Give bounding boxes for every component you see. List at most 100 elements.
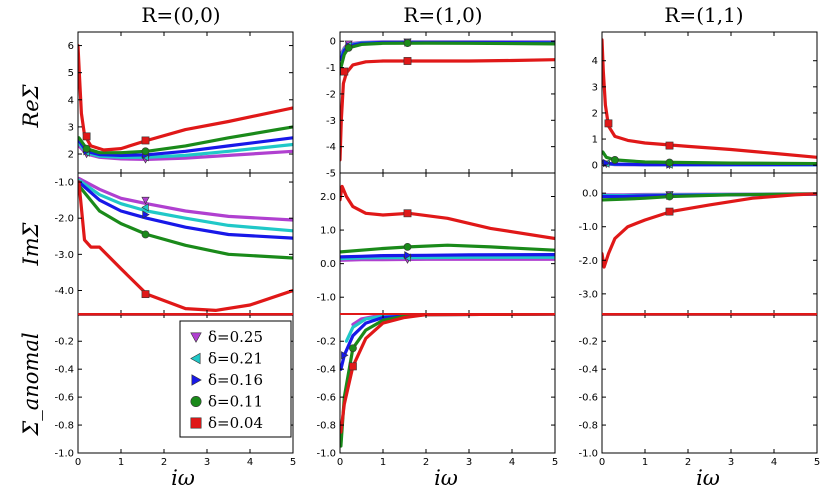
series-line-4 (340, 184, 555, 241)
y-tick-label: 5 (68, 68, 74, 79)
panel-r1-c1: 2.0 1.0 0.0 -1.0 (316, 172, 556, 315)
series-line-3 (602, 192, 817, 202)
y-tick-label: -0.4 (316, 365, 336, 376)
x-tick-label: 3 (728, 457, 734, 468)
data-marker-4 (340, 67, 349, 76)
x-tick-label: 5 (552, 457, 558, 468)
y-tick-label: -0.6 (316, 393, 336, 404)
legend-label-0: δ=0.25 (208, 328, 263, 346)
y-tick-label: -2.0 (578, 256, 598, 267)
data-marker-3 (348, 344, 357, 353)
series-line-3 (340, 41, 555, 70)
y-tick-label: -0.8 (316, 421, 336, 432)
y-tick-label: 6 (68, 41, 74, 52)
x-tick-label: 1 (118, 457, 124, 468)
plot-area (602, 191, 817, 269)
x-tick-label: 2 (423, 457, 429, 468)
x-tick-label: 4 (509, 457, 515, 468)
x-tick-label: 4 (771, 457, 777, 468)
series-line-1 (344, 314, 555, 343)
legend-label-4: δ=0.04 (208, 414, 263, 432)
series-line-4 (340, 314, 555, 434)
data-marker-2 (404, 251, 412, 260)
data-marker-1 (141, 203, 149, 212)
legend: δ=0.25 δ=0.21 δ=0.16 δ=0.11 δ=0.04 (179, 320, 292, 438)
legend-marker-0 (190, 332, 202, 343)
x-tick-label: 4 (247, 457, 253, 468)
row-label-0: ReΣ (19, 84, 43, 128)
x-tick-label: 0 (75, 457, 81, 468)
plot-area (602, 38, 817, 170)
y-tick-label: 3 (592, 82, 598, 93)
series-line-2 (78, 180, 293, 240)
y-tick-label: -0.4 (54, 365, 74, 376)
panel-r0-c1: 0 -1 -2 -3 -4 -5 (326, 31, 556, 180)
plot-area (340, 184, 555, 264)
y-tick-label: 2 (68, 150, 74, 161)
data-marker-3 (611, 156, 619, 164)
y-tick-label: -4 (326, 142, 336, 153)
y-tick-label: -0.4 (578, 365, 598, 376)
x-tick-label: 2 (685, 457, 691, 468)
legend-marker-3 (190, 395, 202, 407)
x-tick-label: 5 (814, 457, 820, 468)
panel-background (602, 32, 817, 173)
x-tick-label: 1 (380, 457, 386, 468)
y-tick-label: -0.2 (54, 337, 74, 348)
legend-marker-1 (190, 352, 201, 365)
legend-label-1: δ=0.21 (208, 350, 263, 368)
y-tick-label: -1 (326, 63, 336, 74)
data-marker-3 (403, 39, 412, 47)
y-tick-label: -1.0 (578, 222, 598, 233)
y-tick-label: 0 (330, 37, 336, 48)
panel-r0-c2: 0 1 2 3 4 (592, 31, 818, 174)
data-marker-2 (142, 210, 150, 219)
x-tick-label: 0 (337, 457, 343, 468)
y-tick-label: -1.0 (578, 449, 598, 460)
y-tick-label: 0.0 (320, 259, 336, 270)
x-tick-label: 0 (599, 457, 605, 468)
y-tick-label: -1.0 (54, 449, 74, 460)
y-tick-label: -1.0 (54, 178, 74, 189)
data-marker-3 (665, 158, 674, 167)
panel-r0-c0: 2 3 4 5 6 (68, 31, 294, 174)
y-tick-label: -3.0 (54, 250, 74, 261)
y-tick-label: 4 (592, 56, 598, 67)
legend-label-2: δ=0.16 (208, 371, 263, 389)
series-line-4 (602, 38, 817, 159)
series-line-0 (340, 257, 555, 262)
panel-r1-c2: 0.0 -1.0 -2.0 -3.0 (578, 172, 818, 315)
col-title-2: R=(1,1) (664, 3, 743, 27)
y-tick-label: 1.0 (320, 226, 336, 237)
data-marker-4 (403, 209, 412, 218)
legend-marker-4 (190, 417, 202, 429)
y-tick-label: 0 (592, 161, 598, 172)
data-marker-4 (665, 141, 674, 150)
data-marker-4 (141, 136, 150, 145)
series-line-4 (340, 58, 555, 162)
series-line-4 (602, 192, 817, 269)
legend-label-3: δ=0.11 (208, 393, 263, 411)
data-marker-4 (665, 207, 674, 216)
y-tick-label: -0.8 (578, 421, 598, 432)
x-axis-label-1: iω (434, 466, 458, 490)
row-label-2: Σ_anomal (19, 332, 43, 436)
data-marker-3 (344, 43, 353, 52)
y-tick-label: -5 (326, 169, 336, 180)
data-marker-4 (82, 132, 91, 141)
x-axis-label-0: iω (171, 466, 195, 490)
series-line-3 (602, 150, 817, 166)
data-marker-3 (141, 230, 150, 239)
plot-area (340, 38, 555, 162)
series-line-0 (78, 176, 293, 222)
data-marker-4 (403, 57, 412, 65)
y-tick-label: -0.6 (54, 393, 74, 404)
y-tick-label: -4.0 (54, 286, 74, 297)
data-marker-2 (341, 351, 349, 360)
y-tick-label: -3.0 (578, 289, 598, 300)
legend-marker-2 (191, 374, 202, 386)
y-tick-label: 2 (592, 108, 598, 119)
y-tick-label: 1 (592, 135, 598, 146)
y-tick-label: -0.2 (316, 337, 336, 348)
series-line-1 (78, 178, 293, 233)
